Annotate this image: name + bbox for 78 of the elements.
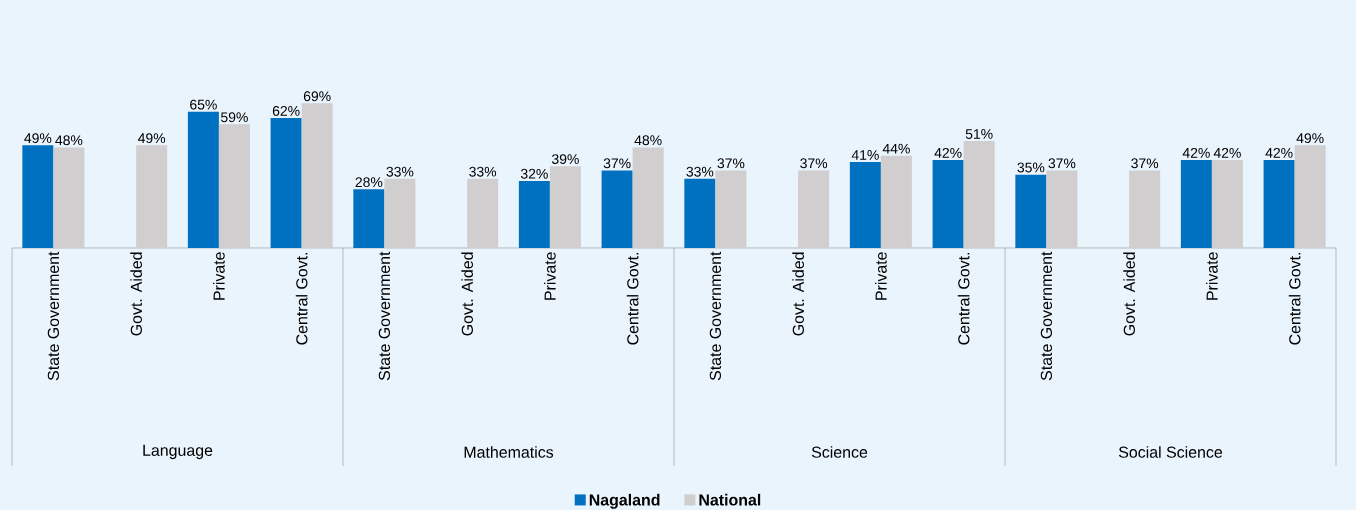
bar xyxy=(880,155,912,248)
data-label: 49% xyxy=(24,133,52,144)
bar xyxy=(301,103,333,248)
legend-label: Nagaland xyxy=(589,493,660,509)
data-label: 28% xyxy=(355,177,383,188)
x-tick-label: Govt. Aided xyxy=(1123,252,1135,336)
bar xyxy=(187,111,219,248)
x-tick-label: Govt. Aided xyxy=(792,252,804,336)
bar xyxy=(1263,159,1295,248)
data-label: 42% xyxy=(1265,147,1293,158)
x-tick-label: Central Govt. xyxy=(626,252,639,345)
bar xyxy=(518,180,550,248)
bar xyxy=(798,170,830,248)
data-label: 33% xyxy=(469,166,497,177)
bar xyxy=(715,170,747,248)
x-tick-label: Central Govt. xyxy=(295,252,308,345)
x-tick-label: Govt. Aided xyxy=(461,252,473,336)
legend-label: National xyxy=(699,493,761,506)
data-label: 39% xyxy=(551,154,579,165)
data-label: 42% xyxy=(934,147,962,158)
data-label: 44% xyxy=(882,143,910,154)
bar xyxy=(467,178,499,248)
bar xyxy=(22,145,54,248)
data-label: 48% xyxy=(634,135,662,146)
bar xyxy=(632,147,664,248)
bar xyxy=(1129,170,1161,248)
data-label: 35% xyxy=(1017,162,1045,173)
data-label: 49% xyxy=(1296,133,1324,144)
data-label: 37% xyxy=(800,158,828,169)
bar xyxy=(53,147,85,248)
data-label: 41% xyxy=(851,150,879,160)
bar xyxy=(932,159,964,248)
bar xyxy=(963,141,995,248)
data-label: 32% xyxy=(520,168,548,179)
bar xyxy=(1294,145,1326,248)
data-label: 59% xyxy=(221,112,248,123)
bar xyxy=(1180,159,1212,248)
x-tick-label: Private xyxy=(1206,252,1218,300)
x-tick-label: Central Govt. xyxy=(1288,252,1301,345)
text: Language xyxy=(143,444,213,460)
bar xyxy=(136,145,168,248)
x-tick-label: Private xyxy=(544,252,556,300)
bar xyxy=(384,178,416,248)
data-label: 33% xyxy=(686,166,714,177)
x-tick-label: State Government xyxy=(378,251,391,381)
data-label: 49% xyxy=(138,133,166,144)
x-tick-label: Central Govt. xyxy=(957,252,970,345)
data-label: 65% xyxy=(190,99,217,110)
text: Science xyxy=(811,446,868,458)
x-tick-label: State Government xyxy=(709,251,722,381)
bar xyxy=(353,189,385,248)
data-label: 51% xyxy=(965,129,993,139)
data-label: 62% xyxy=(272,105,300,116)
text: Mathematics xyxy=(464,446,554,458)
bar xyxy=(1211,159,1243,248)
bar xyxy=(1015,174,1047,248)
x-tick-label: Private xyxy=(875,252,887,300)
bar xyxy=(218,124,250,248)
data-label: 69% xyxy=(303,91,331,102)
data-label: 42% xyxy=(1182,147,1210,158)
data-label: 37% xyxy=(1131,158,1159,169)
data-label: 42% xyxy=(1213,147,1241,158)
bar xyxy=(849,162,881,248)
bar xyxy=(270,118,302,248)
text: Social Science xyxy=(1118,446,1223,458)
bar xyxy=(684,178,716,248)
data-label: 37% xyxy=(1048,158,1076,169)
x-tick-label: State Government xyxy=(1040,251,1053,381)
bar xyxy=(1046,170,1078,248)
x-tick-label: Govt. Aided xyxy=(130,252,142,336)
bar xyxy=(549,166,581,248)
data-label: 33% xyxy=(386,166,414,177)
bar xyxy=(601,170,633,248)
x-tick-label: State Government xyxy=(47,251,60,381)
data-label: 37% xyxy=(603,158,631,169)
data-label: 37% xyxy=(717,158,745,169)
x-tick-label: Private xyxy=(213,252,225,300)
data-label: 48% xyxy=(55,135,83,146)
